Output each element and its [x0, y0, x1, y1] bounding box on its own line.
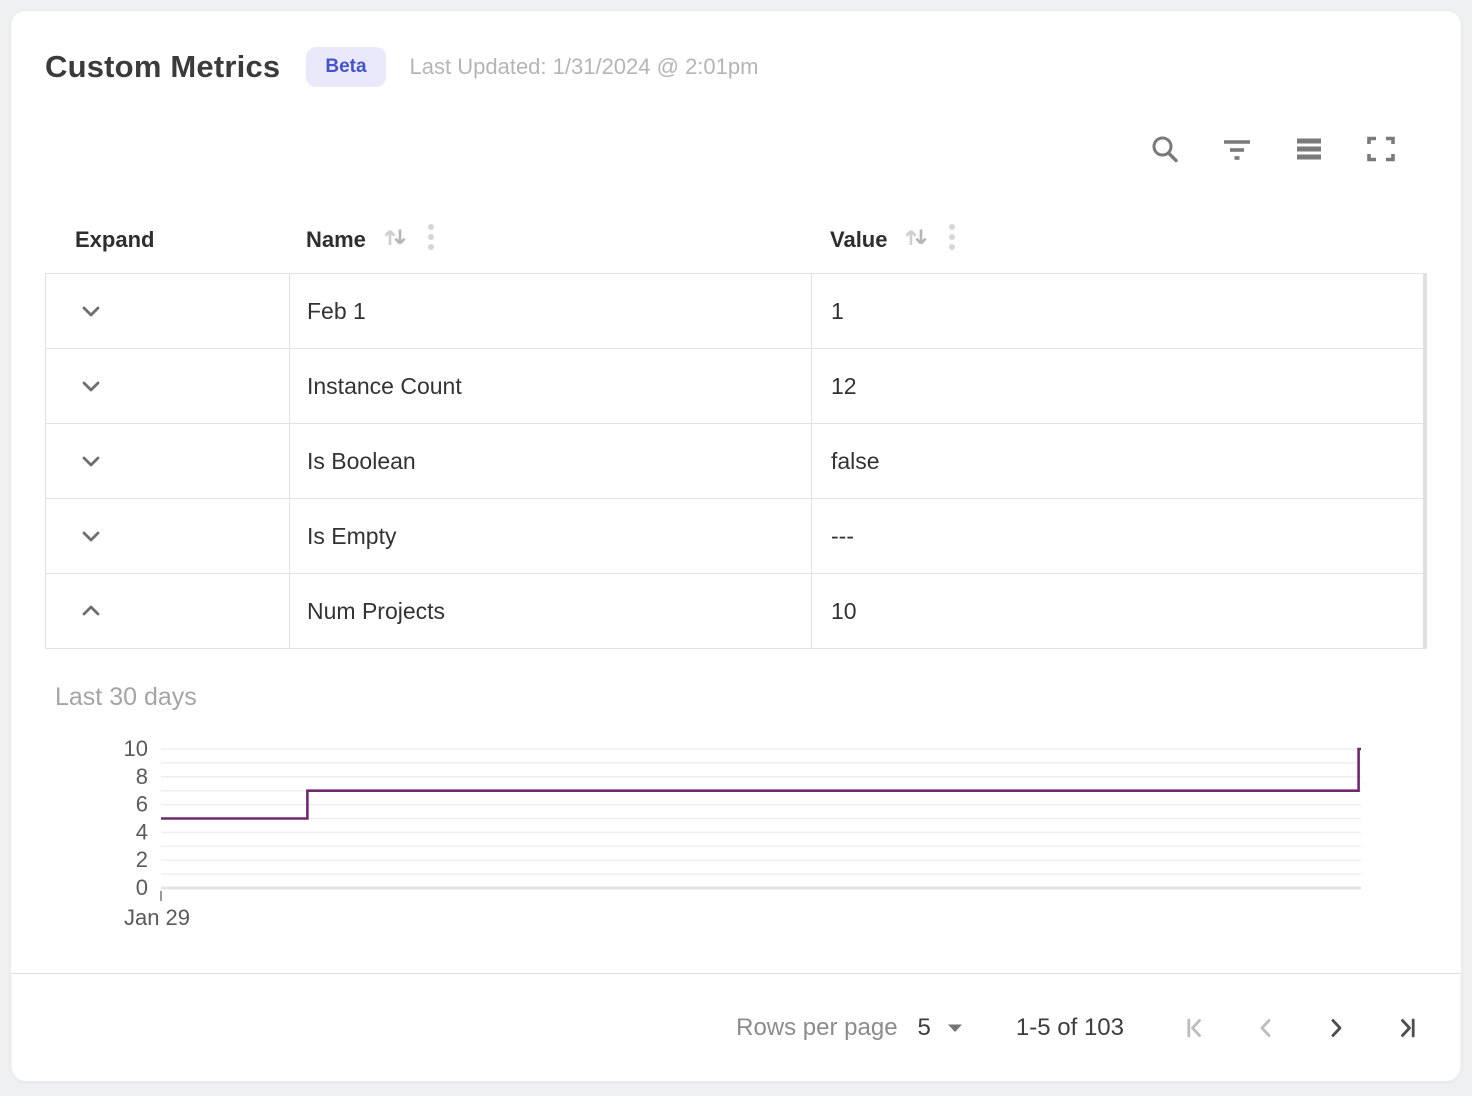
svg-text:6: 6 [136, 792, 148, 817]
svg-text:10: 10 [124, 737, 148, 761]
svg-text:8: 8 [136, 764, 148, 789]
svg-text:0: 0 [136, 875, 148, 900]
table-row: Is Empty --- [46, 499, 1423, 574]
name-cell[interactable]: Num Projects [290, 574, 812, 648]
chevron-up-icon[interactable] [76, 596, 106, 626]
name-cell[interactable]: Is Boolean [290, 424, 812, 498]
svg-text:4: 4 [136, 819, 148, 844]
value-cell[interactable]: 10 [831, 597, 857, 624]
chevron-down-icon[interactable] [76, 521, 106, 551]
sort-icon[interactable] [901, 222, 931, 258]
custom-metrics-card: Custom Metrics Beta Last Updated: 1/31/2… [10, 10, 1462, 1082]
column-menu-icon[interactable] [947, 221, 957, 259]
table-toolbar [1149, 133, 1397, 165]
name-cell[interactable]: Is Empty [290, 499, 812, 573]
beta-badge: Beta [306, 47, 386, 87]
first-page-icon[interactable] [1182, 1014, 1210, 1042]
table-row: Instance Count 12 [46, 349, 1423, 424]
rows-per-page-label: Rows per page [736, 1013, 898, 1041]
column-header-label: Value [830, 227, 888, 252]
fullscreen-icon[interactable] [1365, 133, 1397, 165]
column-header-name[interactable]: Name [289, 221, 811, 259]
expand-cell [46, 274, 290, 348]
last-page-icon[interactable] [1392, 1014, 1420, 1042]
chart-title: Last 30 days [55, 683, 197, 711]
value-cell[interactable]: --- [831, 522, 854, 549]
chart-container: 10 8 6 4 2 0 Jan 29 [45, 736, 1429, 942]
dropdown-caret-icon[interactable] [946, 1022, 964, 1034]
sort-icon[interactable] [380, 222, 410, 258]
last-updated-text: Last Updated: 1/31/2024 @ 2:01pm [409, 54, 759, 79]
table-row: Feb 1 1 [46, 274, 1423, 349]
value-cell[interactable]: 12 [831, 372, 857, 399]
pagination-controls [1182, 1014, 1420, 1042]
name-cell[interactable]: Instance Count [290, 349, 812, 423]
table-row: Is Boolean false [46, 424, 1423, 499]
column-header-value[interactable]: Value [811, 221, 1427, 259]
name-cell[interactable]: Feb 1 [290, 274, 812, 348]
previous-page-icon[interactable] [1252, 1014, 1280, 1042]
density-icon[interactable] [1293, 133, 1325, 165]
column-header-label: Name [306, 227, 366, 252]
search-icon[interactable] [1149, 133, 1181, 165]
next-page-icon[interactable] [1322, 1014, 1350, 1042]
chevron-down-icon[interactable] [76, 371, 106, 401]
expand-cell [46, 574, 290, 648]
expand-cell [46, 424, 290, 498]
expand-cell [46, 499, 290, 573]
column-header-label: Expand [75, 227, 155, 252]
value-cell[interactable]: 1 [831, 297, 844, 324]
pagination-range-label: 1-5 of 103 [1015, 1013, 1124, 1041]
table-row: Num Projects 10 [46, 574, 1423, 648]
table-body: Feb 1 1 Instance Count 12 [45, 273, 1427, 649]
value-cell[interactable]: false [831, 447, 880, 474]
metric-chart: 10 8 64 2 0 Jan 29 [124, 736, 1361, 930]
column-header-expand: Expand [45, 227, 289, 253]
header: Custom Metrics Beta Last Updated: 1/31/2… [45, 47, 1427, 87]
chevron-down-icon[interactable] [76, 446, 106, 476]
table-header-row: Expand Name Value [45, 211, 1427, 269]
expand-cell [46, 349, 290, 423]
page-title: Custom Metrics [45, 49, 281, 84]
svg-text:2: 2 [136, 847, 148, 872]
column-menu-icon[interactable] [426, 221, 436, 259]
rows-per-page-select[interactable]: 5 [917, 1013, 931, 1041]
chevron-down-icon[interactable] [76, 296, 106, 326]
filter-icon[interactable] [1221, 133, 1253, 165]
pagination-footer: Rows per page 5 1-5 of 103 [11, 973, 1461, 1081]
svg-text:Jan 29: Jan 29 [124, 905, 190, 930]
